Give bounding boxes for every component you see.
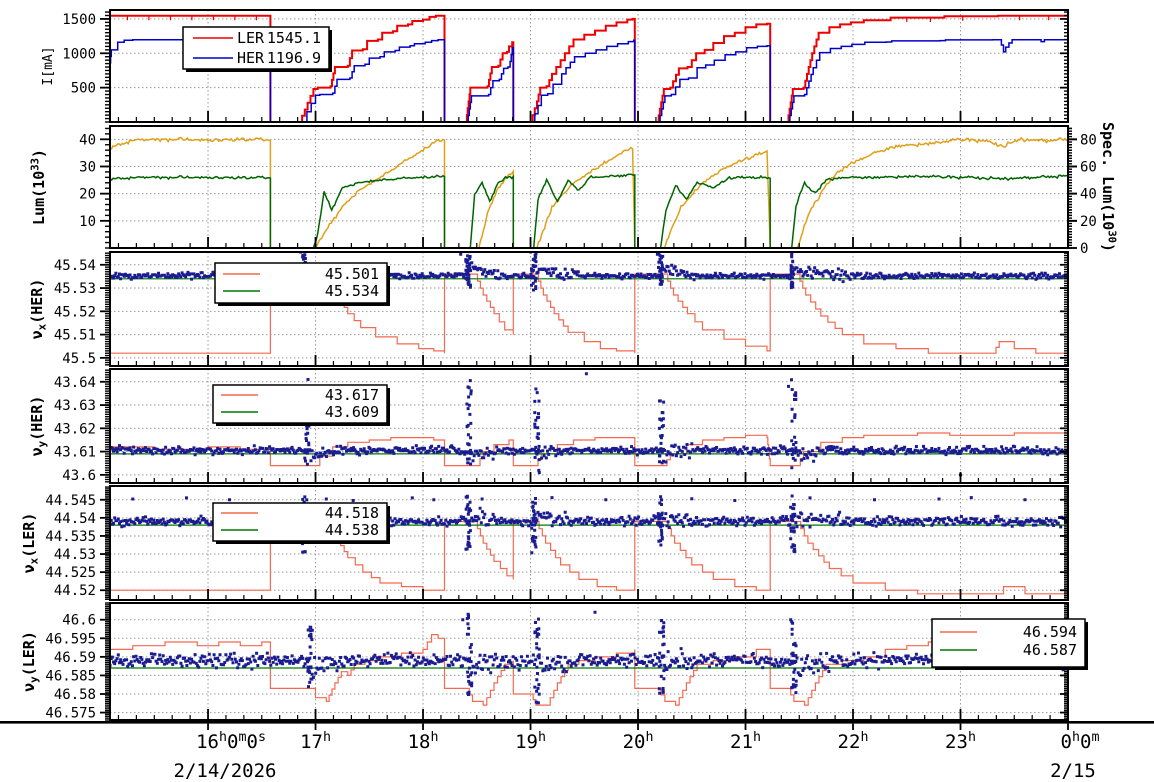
legend-series-name: LER	[237, 29, 265, 47]
y-tick-label: 43.62	[54, 421, 96, 437]
hour-label: 16h0m0s	[196, 730, 266, 753]
hour-label: 21h	[730, 730, 761, 753]
panel-nu-y-LER: 46.575 46.58 46.585 46.59 46.595 46.6 νy(LER) 4…	[20, 602, 1088, 722]
y-tick-label: 30	[79, 159, 96, 175]
series-specific-luminosity	[110, 136, 1068, 248]
y-axis-label-nu-x-HER: νx(HER)	[28, 279, 48, 340]
x-axis-ticks	[117, 237, 1069, 248]
y-tick-label: 1500	[62, 12, 96, 28]
panel-nu-y-HER: 43.6 43.61 43.62 43.63 43.64 νy(HER) 43.61743.…	[28, 368, 1069, 484]
y-tick-label: 46.595	[45, 631, 96, 647]
legend-value: 1545.1	[267, 29, 321, 47]
series-LER-current	[110, 14, 1068, 122]
legend-value: 1196.9	[267, 49, 321, 67]
gridlines	[110, 126, 1069, 248]
hour-label: 23h	[945, 730, 976, 753]
legend-value: 46.594	[1023, 623, 1077, 641]
y-tick-label: 10	[79, 214, 96, 230]
y-tick-label: 44.53	[54, 547, 96, 563]
y-tick-label: 46.58	[54, 687, 96, 703]
y-tick-label: 45.51	[54, 328, 96, 344]
legend-value: 46.587	[1023, 641, 1077, 659]
y-axis-ticks	[100, 11, 1068, 123]
y-tick-label: 44.525	[45, 565, 96, 581]
legend-value: 44.518	[325, 504, 379, 522]
hour-label: 18h	[408, 730, 439, 753]
panel-luminosity: 10 20 30 40 0 20 40 60 80 Spec. Lum(1030) Lum(1033…	[29, 122, 1117, 257]
series-HER-current	[110, 39, 1068, 122]
legend-series-name: HER	[237, 49, 265, 67]
y-axis-label-nu-x-LER: νx(LER)	[20, 513, 40, 574]
y-tick-label: 44.52	[54, 583, 96, 599]
y-tick-label: 45.54	[54, 258, 96, 274]
y-tick-label: 43.64	[54, 375, 96, 391]
time-axis: 16h0m0s 17h 18h 19h 20h 21h 22h 23h 0h0m 2/14/202…	[0, 721, 1154, 782]
legend-value: 45.501	[325, 265, 379, 283]
series-setpoint-drift	[110, 634, 1068, 706]
panel-frame	[109, 125, 1069, 249]
y-tick-label: 20	[79, 187, 96, 203]
legend-value: 44.538	[325, 521, 379, 539]
panel-nu-x-LER: 44.52 44.525 44.53 44.535 44.54 44.545 νx(LER)…	[20, 485, 1069, 601]
y-tick-label: 46.6	[62, 613, 96, 629]
y-axis-label-nu-y-LER: νy(LER)	[20, 631, 40, 692]
right-y-tick-label: 20	[1080, 214, 1097, 230]
y-tick-label: 43.61	[54, 445, 96, 461]
hour-label: 17h	[300, 730, 331, 753]
y-axis-label-nu-y-HER: νy(HER)	[28, 396, 48, 457]
hour-label: 22h	[838, 730, 869, 753]
y-tick-label: 46.585	[45, 668, 96, 684]
y-tick-label: 45.52	[54, 304, 96, 320]
y-axis-label-beam-current: I[mA]	[41, 46, 56, 85]
series-luminosity	[110, 173, 1068, 248]
x-axis-ticks	[117, 472, 1069, 483]
panel-nu-x-HER: 45.5 45.51 45.52 45.53 45.54 νx(HER) 45.50145.…	[28, 251, 1069, 367]
right-y-tick-label: 80	[1080, 132, 1097, 148]
right-y-tick-label: 40	[1080, 187, 1097, 203]
y-axis-ticks	[100, 486, 1068, 600]
y-tick-label: 46.575	[45, 706, 96, 722]
y-tick-label: 44.54	[54, 511, 96, 527]
series-LER-topup-notches	[126, 15, 1050, 22]
y-tick-label: 43.63	[54, 398, 96, 414]
y-tick-label: 45.5	[62, 351, 96, 367]
y-tick-label: 44.545	[45, 493, 96, 509]
series-setpoint-drift	[110, 273, 1068, 356]
x-axis-ticks	[117, 111, 1069, 122]
y-axis-ticks	[100, 252, 1068, 366]
y-tick-label: 43.6	[62, 468, 96, 484]
hour-label: 19h	[515, 730, 546, 753]
y-tick-label: 500	[71, 81, 96, 97]
y-axis-label-luminosity: Lum(1033)	[29, 149, 48, 225]
x-axis-ticks	[117, 355, 1069, 366]
panel-frame	[109, 9, 1069, 123]
x-axis-ticks	[117, 589, 1069, 600]
legend-value: 45.534	[325, 282, 379, 300]
series-setpoint-drift	[110, 520, 1068, 598]
legend-value: 43.609	[325, 403, 379, 421]
y-tick-label: 45.53	[54, 281, 96, 297]
y-axis-ticks	[100, 369, 1068, 483]
y-tick-label: 46.59	[54, 650, 96, 666]
right-y-axis-label: Spec. Lum(1030)	[1099, 122, 1118, 252]
right-y-tick-label: 0	[1080, 241, 1088, 257]
hour-label: 0h0m	[1061, 730, 1100, 753]
hour-label: 20h	[623, 730, 654, 753]
right-y-tick-label: 60	[1080, 159, 1097, 175]
y-tick-label: 44.535	[45, 529, 96, 545]
date-label: 2/14/2026	[174, 760, 277, 782]
y-tick-label: 1000	[62, 46, 96, 62]
y-tick-label: 40	[79, 132, 96, 148]
x-axis-ticks	[117, 709, 1069, 720]
date-label: 2/15	[1050, 760, 1096, 782]
legend-value: 43.617	[325, 386, 379, 404]
